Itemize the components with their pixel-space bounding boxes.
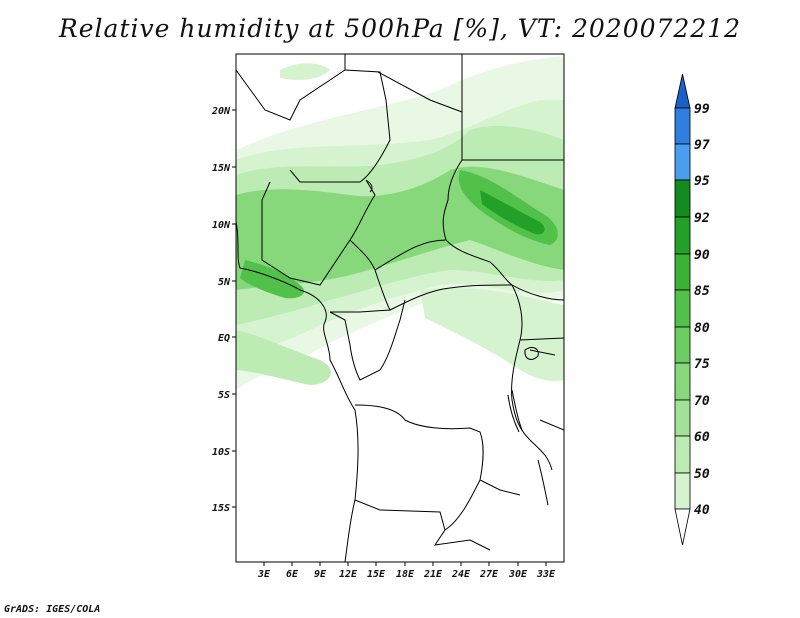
lat-label: 15N	[212, 163, 231, 174]
lon-label: 30E	[508, 569, 528, 580]
lon-label: 9E	[314, 569, 327, 580]
colorbar-label: 70	[694, 394, 710, 409]
border-angola-south	[354, 499, 446, 531]
lat-label: 20N	[211, 106, 231, 117]
lon-label: 18E	[396, 569, 415, 580]
colorbar-label: 85	[694, 284, 710, 299]
colorbar-segment-85-90	[674, 253, 691, 291]
colorbar-label: 90	[694, 248, 710, 263]
border-east	[519, 337, 564, 431]
colorbar-label: 50	[694, 467, 710, 482]
border-congo	[329, 299, 406, 381]
colorbar-label: 40	[694, 503, 710, 518]
colorbar-label: 75	[694, 357, 710, 372]
lat-label: EQ	[218, 333, 230, 344]
colorbar-label: 60	[694, 430, 710, 445]
footer-credit: GrADS: IGES/COLA	[4, 604, 101, 615]
border-east-lakes	[511, 284, 553, 471]
lon-label: 33E	[536, 569, 556, 580]
lake-tanganyika	[507, 389, 523, 433]
border-car	[374, 239, 513, 311]
colorbar-segment-97-99	[674, 107, 691, 145]
border-sahara-nw	[236, 69, 346, 121]
colorbar-label: 95	[694, 174, 710, 189]
humidity-zone-south	[236, 330, 331, 385]
colorbar-label: 97	[694, 138, 710, 153]
border-south-sudan	[462, 159, 564, 301]
colorbar-segment-70-75	[674, 362, 691, 401]
map-frame	[235, 53, 565, 563]
lat-label: 10S	[212, 447, 230, 458]
lon-label: 6E	[286, 569, 299, 580]
lon-label: 3E	[257, 569, 271, 580]
colorbar-segment-40-50	[674, 472, 691, 510]
lon-label: 24E	[451, 569, 471, 580]
lon-axis: 3E 6E 9E 12E 15E 18E 21E 24E 27E 30E 33E	[257, 562, 556, 580]
colorbar-top-arrow	[674, 73, 691, 109]
colorbar-segment-50-60	[674, 435, 691, 474]
colorbar-segment-75-80	[674, 326, 691, 364]
colorbar-segment-90-92	[674, 216, 691, 255]
lon-label: 27E	[479, 569, 499, 580]
humidity-zone-85	[240, 260, 305, 299]
lake-malawi	[537, 459, 549, 506]
border-libya	[377, 54, 463, 113]
colorbar-segment-95-97	[674, 143, 691, 181]
colorbar-label: 80	[694, 321, 710, 336]
colorbar-label: 92	[694, 211, 710, 226]
lat-label: 5N	[218, 277, 231, 288]
lake-victoria	[524, 347, 539, 360]
lake-chad	[365, 179, 373, 193]
lat-axis: 20N 15N 10N 5N EQ 5S 10S 15S	[211, 106, 236, 514]
humidity-zone-east	[420, 288, 564, 381]
map-title: Relative humidity at 500hPa [%], VT: 202…	[58, 14, 742, 43]
border-nigeria	[261, 179, 376, 286]
humidity-shading	[236, 56, 564, 390]
lat-label: 15S	[212, 503, 230, 514]
colorbar-label: 99	[694, 102, 710, 117]
country-borders	[236, 54, 564, 562]
border-algeria-niger	[289, 54, 391, 183]
border-drc-angola	[354, 404, 521, 496]
humidity-zone-light-2	[280, 63, 330, 80]
border-zambia	[433, 479, 491, 551]
lon-label: 12E	[339, 569, 358, 580]
colorbar: 99 97 95 92 90 85 80 75 70 60 50 40	[674, 73, 710, 546]
humidity-zone-90	[480, 190, 545, 235]
border-cameroon	[330, 239, 391, 313]
colorbar-segment-80-85	[674, 289, 691, 328]
lon-label: 15E	[367, 569, 386, 580]
colorbar-bottom-arrow	[674, 508, 691, 546]
lat-label: 10N	[212, 220, 231, 231]
lat-label: 5S	[218, 390, 230, 401]
lon-label: 21E	[423, 569, 443, 580]
colorbar-segment-92-95	[674, 179, 691, 218]
coastline	[236, 221, 359, 562]
colorbar-segment-60-70	[674, 399, 691, 437]
